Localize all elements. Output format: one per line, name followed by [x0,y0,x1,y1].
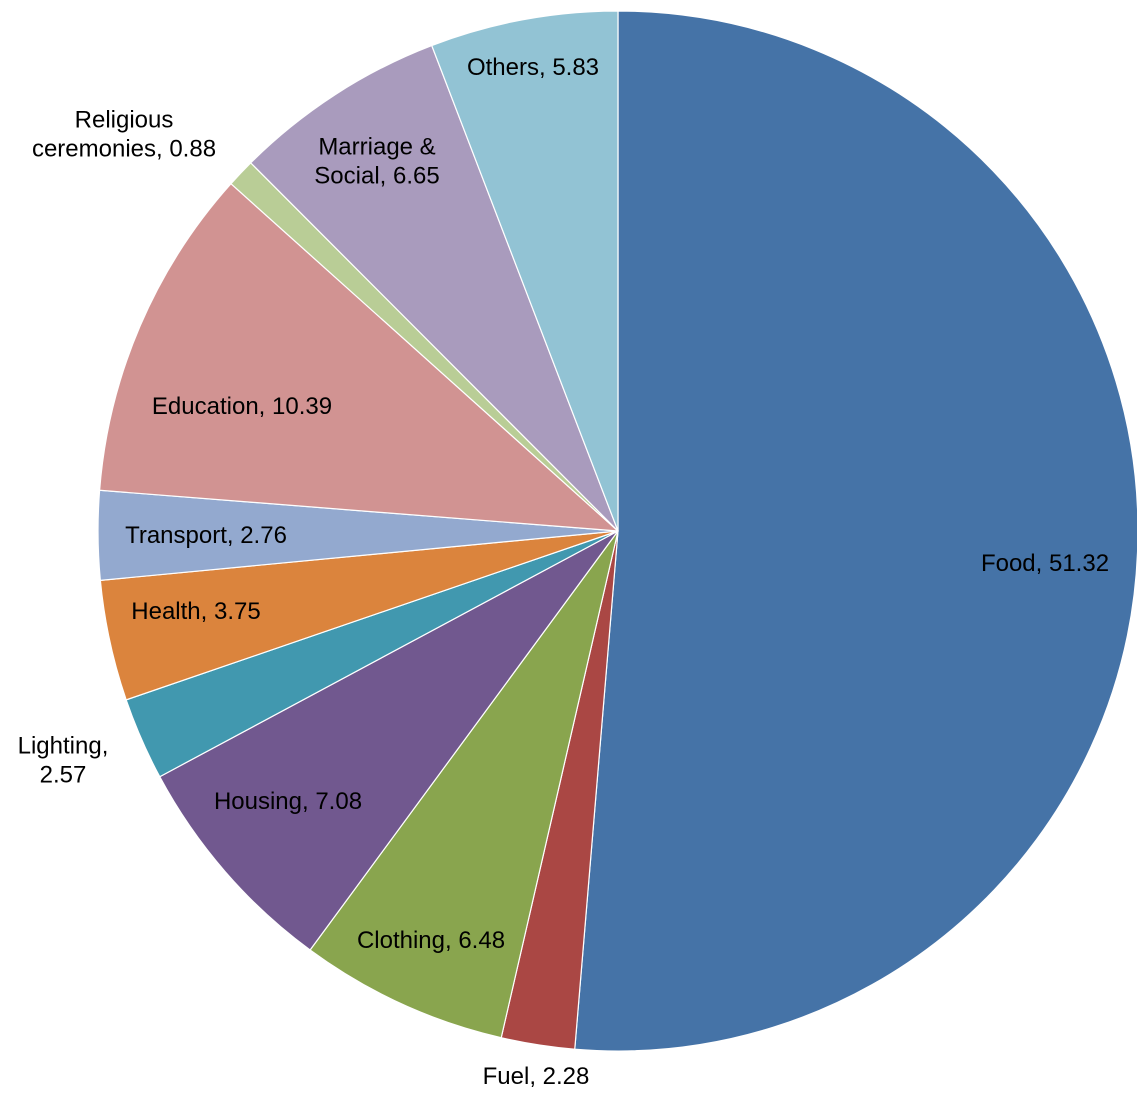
data-label-line: Education, 10.39 [152,393,332,420]
data-label-line: Transport, 2.76 [125,522,287,549]
data-label-line: 2.57 [40,762,87,789]
data-label-religious-ceremonies: Religious ceremonies, 0.88 [32,107,216,163]
data-label-line: Others, 5.83 [467,54,599,81]
pie-slice-food [574,10,1137,1052]
pie-slices [97,10,1137,1052]
data-label-food: Food, 51.32 [981,550,1109,577]
data-label-line: Food, 51.32 [981,550,1109,577]
data-label-line: Fuel, 2.28 [483,1063,590,1090]
data-label-education: Education, 10.39 [152,393,332,420]
pie-slice-marriage-and-social [250,44,619,532]
data-label-line: Religious [75,107,174,134]
data-label-line: Social, 6.65 [314,163,439,190]
data-label-transport: Transport, 2.76 [125,522,287,549]
data-label-line: Housing, 7.08 [214,788,362,815]
pie-slice-clothing [309,530,619,1039]
data-label-housing: Housing, 7.08 [214,788,362,815]
pie-labels: Food, 51.32 Fuel, 2.28 Clothing, 6.48 Housi… [18,54,1109,1090]
data-label-line: Clothing, 6.48 [357,927,505,954]
data-label-lighting: Lighting, 2.57 [18,733,109,789]
data-label-line: Marriage & [318,134,435,161]
pie-slice-education [99,183,619,532]
data-label-clothing: Clothing, 6.48 [357,927,505,954]
data-label-line: Lighting, [18,733,109,760]
pie-slice-housing [159,530,619,951]
data-label-others: Others, 5.83 [467,54,599,81]
data-label-fuel: Fuel, 2.28 [483,1063,590,1090]
data-label-marriage-and-social: Marriage & Social, 6.65 [314,134,439,190]
data-label-line: ceremonies, 0.88 [32,136,216,163]
data-label-line: Health, 3.75 [131,598,260,625]
data-label-health: Health, 3.75 [131,598,260,625]
pie-slice-others [431,10,619,532]
